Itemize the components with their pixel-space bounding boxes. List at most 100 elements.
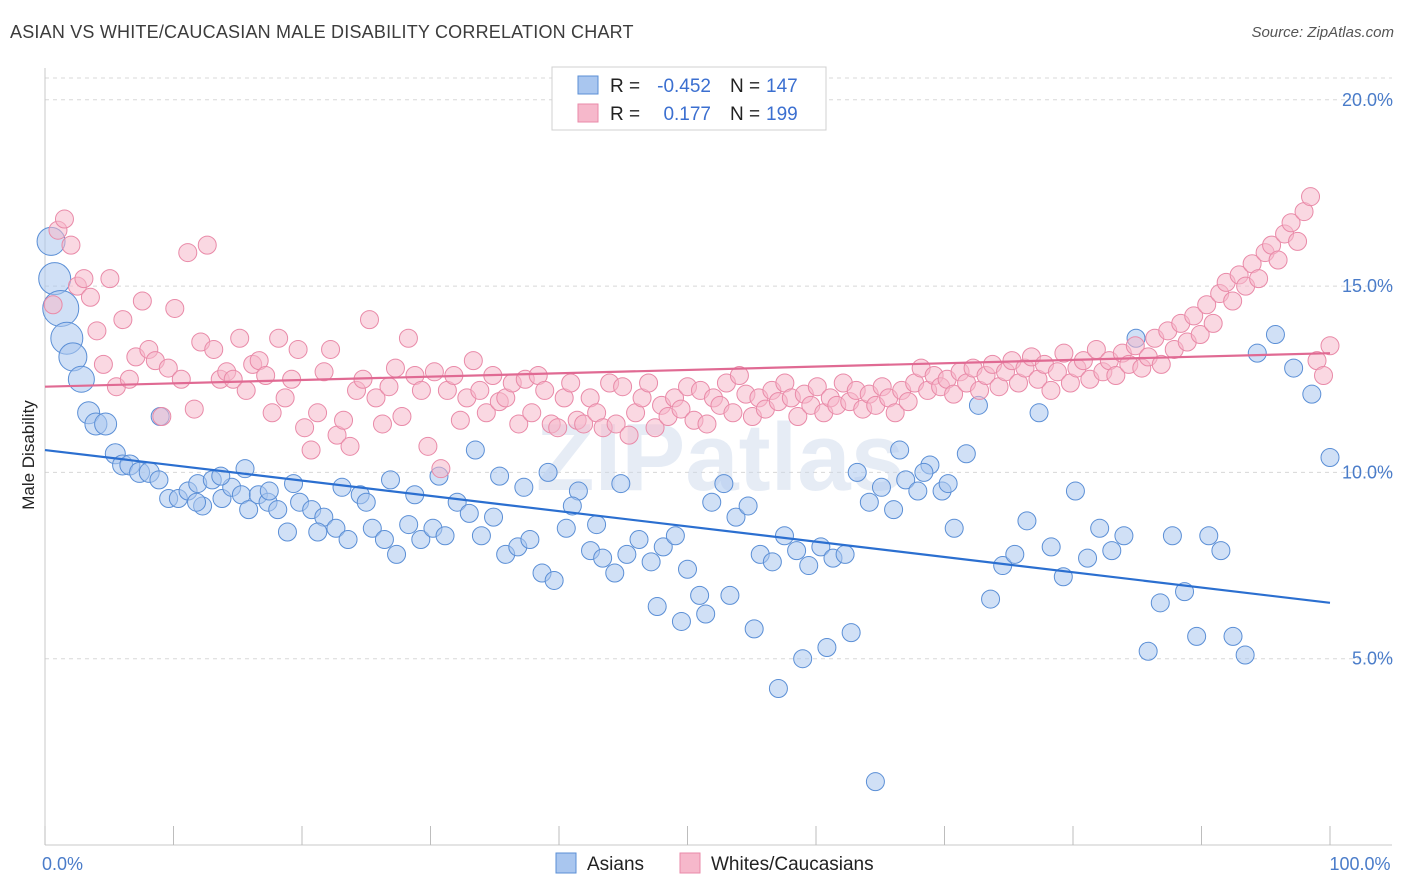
white-point [561,373,581,393]
asian-point [908,481,928,501]
asian-point [629,529,649,549]
asian-point [617,544,637,564]
asian-point [362,518,382,538]
axis-layer [44,68,1392,846]
white-point [1203,313,1223,333]
asian-point [799,556,819,576]
asian-point [1247,343,1267,363]
asian-points [36,226,1340,792]
asian-point [67,365,95,393]
white-point [61,235,81,255]
white-point [54,209,74,229]
white-point [522,403,542,423]
white-point [1190,325,1210,345]
asian-point [1065,481,1085,501]
white-point [379,377,399,397]
asian-point [981,589,1001,609]
asian-point [490,466,510,486]
white-point [1281,213,1301,233]
asian-point [484,507,504,527]
white-point [269,328,289,348]
asian-point [1211,541,1231,561]
y-tick-label: 5.0% [1352,649,1393,669]
legend-r-label-asians: R = [610,76,640,97]
legend-swatch-whites [577,103,599,123]
asian-point [593,548,613,568]
asian-point [1284,358,1304,378]
asian-point [435,526,455,546]
asian-point [1114,526,1134,546]
asian-point [720,585,740,605]
white-point [230,328,250,348]
asian-point [562,496,582,516]
asian-point [1199,526,1219,546]
asian-point [94,412,118,436]
legend-n-label-whites: N = [730,104,760,125]
white-point [1301,187,1321,207]
white-point [171,369,191,389]
white-point [450,410,470,430]
y-tick-label: 20.0% [1342,90,1393,110]
asian-point [1138,641,1158,661]
white-point [1047,362,1067,382]
legend-n-value-whites: 199 [766,104,798,125]
white-point [1106,366,1126,386]
asian-point [914,462,934,482]
white-point [898,392,918,412]
white-point [80,287,100,307]
asian-point [326,518,346,538]
white-point [295,418,315,438]
white-point [204,339,224,359]
asian-point [374,529,394,549]
asian-point [726,507,746,527]
asian-point [890,440,910,460]
y-tick-label: 15.0% [1342,276,1393,296]
white-point [1314,366,1334,386]
white-point [87,321,107,341]
asian-point [871,477,891,497]
asian-point [671,611,691,631]
asian-point [1223,626,1243,646]
white-point [165,298,185,318]
asian-point [653,537,673,557]
asian-point [411,529,431,549]
white-point [645,418,665,438]
asian-point [841,623,861,643]
white-points [43,187,1340,479]
asian-point [865,772,885,792]
tick-labels: 5.0% 10.0% 15.0% 20.0% 0.0% 100.0% [42,90,1393,874]
asian-point [787,541,807,561]
white-point [392,407,412,427]
white-point [509,414,529,434]
asian-point [884,500,904,520]
asian-point [774,526,794,546]
white-point [807,377,827,397]
white-point [729,366,749,386]
white-point [113,310,133,330]
white-point [1197,295,1217,315]
asian-point [459,503,479,523]
asian-point [738,496,758,516]
asian-point [605,563,625,583]
asian-point [399,515,419,535]
asian-point [1265,325,1285,345]
asian-point [284,474,304,494]
asian-point [1041,537,1061,557]
trend-lines [44,352,1331,604]
white-point [1184,306,1204,326]
asian-point [465,440,485,460]
white-point [431,459,451,479]
asian-point [641,552,661,572]
asian-point [338,529,358,549]
white-point [613,377,633,397]
asian-point [520,529,540,549]
white-point [1151,354,1171,374]
asian-point [859,492,879,512]
white-point [359,310,379,330]
legend-r-label-whites: R = [610,104,640,125]
white-point [424,362,444,382]
white-point [321,339,341,359]
white-point [340,436,360,456]
white-point [1054,343,1074,363]
white-point [275,388,295,408]
